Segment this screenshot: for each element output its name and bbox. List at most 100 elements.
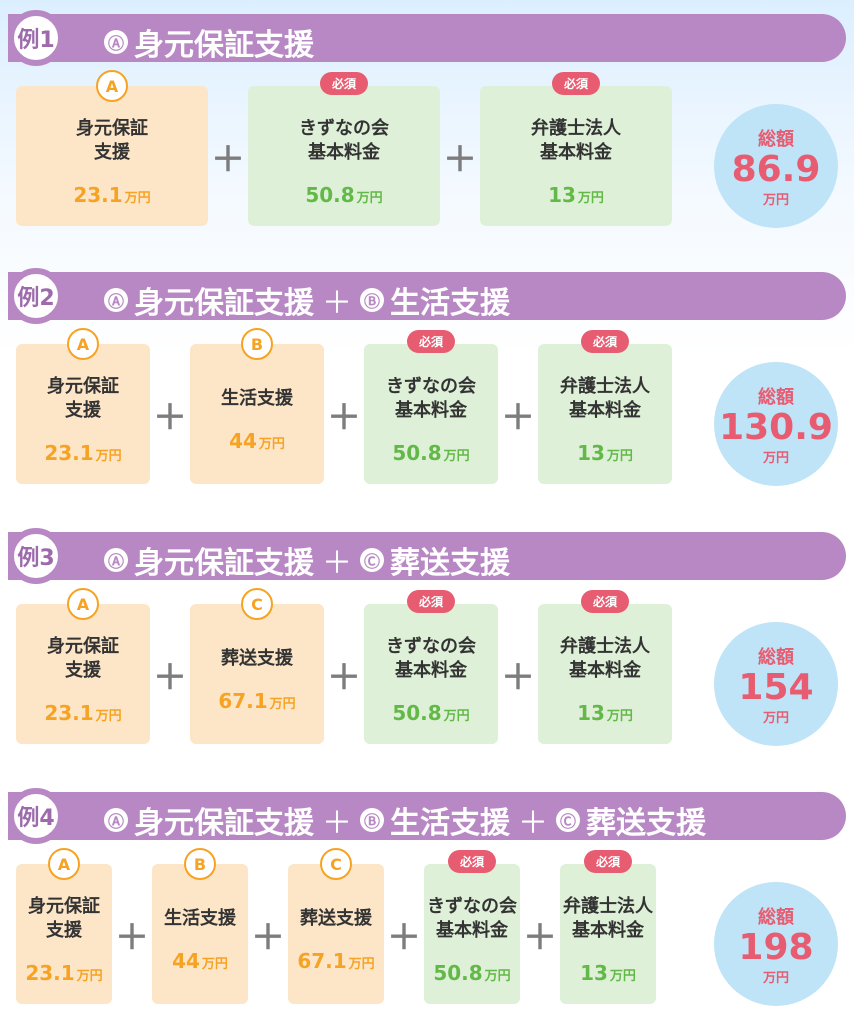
title-letter-icon: Ⓑ — [360, 808, 384, 832]
example-badge: 例4 — [8, 788, 64, 844]
total-amount: 86.9 — [731, 148, 821, 190]
cost-row: A 身元保証 支援 23.1 万円＋ B 生活支援 44 万円＋ C 葬送支援 67.1 万円＋必須き… — [16, 848, 656, 1004]
title-plus: ＋ — [322, 286, 352, 321]
item-price-value: 50.8 — [433, 961, 483, 985]
option-letter-icon: B — [184, 848, 216, 880]
item-price-unit: 万円 — [443, 449, 470, 464]
item-price-unit: 万円 — [269, 697, 296, 712]
option-card: A 身元保証 支援 23.1 万円 — [16, 70, 208, 226]
title-text: 身元保証支援 — [134, 28, 314, 63]
item-price-value: 50.8 — [305, 183, 355, 207]
title-text: 身元保証支援 — [134, 286, 314, 321]
plus-sign: ＋ — [153, 397, 187, 438]
plus-sign: ＋ — [501, 397, 535, 438]
required-fee-card: 必須 弁護士法人 基本料金 13 万円 — [538, 330, 672, 484]
item-price-value: 23.1 — [73, 183, 123, 207]
item-price: 67.1 万円 — [218, 689, 295, 713]
option-card: A 身元保証 支援 23.1 万円 — [16, 848, 112, 1004]
total-unit: 万円 — [762, 710, 789, 726]
item-price-unit: 万円 — [606, 709, 633, 724]
plus-sign: ＋ — [523, 917, 557, 958]
title-text: 葬送支援 — [390, 546, 510, 581]
item-price-unit: 万円 — [577, 191, 604, 206]
title-text: 身元保証支援 — [134, 546, 314, 581]
title-plus: ＋ — [518, 806, 548, 841]
item-price: 23.1 万円 — [44, 701, 121, 725]
title-letter-icon: Ⓐ — [104, 30, 128, 54]
item-name: 弁護士法人 基本料金 — [560, 376, 650, 421]
item-price-value: 44 — [229, 429, 257, 453]
example-badge: 例3 — [8, 528, 64, 584]
item-name: 身元保証 支援 — [47, 376, 119, 421]
item-price: 23.1 万円 — [44, 441, 121, 465]
option-letter-icon: C — [241, 588, 273, 620]
plus-sign: ＋ — [501, 657, 535, 698]
plus-sign: ＋ — [387, 917, 421, 958]
item-price-value: 44 — [172, 949, 200, 973]
total-unit: 万円 — [762, 192, 789, 208]
total-label: 総額 — [758, 646, 794, 668]
item-name: 生活支援 — [221, 388, 293, 409]
item-name: 生活支援 — [164, 908, 236, 929]
title-text: 生活支援 — [390, 806, 510, 841]
item-price-unit: 万円 — [201, 957, 228, 972]
item-price-unit: 万円 — [606, 449, 633, 464]
option-card: A 身元保証 支援 23.1 万円 — [16, 328, 150, 484]
total-amount: 154 — [738, 666, 814, 708]
item-price: 44 万円 — [172, 949, 228, 973]
item-price-value: 23.1 — [44, 701, 94, 725]
total-circle: 総額 86.9 万円 — [714, 104, 838, 228]
total-amount: 198 — [738, 926, 814, 968]
required-fee-card: 必須きずなの会 基本料金 50.8 万円 — [248, 72, 440, 226]
item-price-value: 13 — [577, 441, 605, 465]
option-card: A 身元保証 支援 23.1 万円 — [16, 588, 150, 744]
item-name: 弁護士法人 基本料金 — [531, 118, 621, 163]
title-text: 身元保証支援 — [134, 806, 314, 841]
item-name: 身元保証 支援 — [47, 636, 119, 681]
required-fee-card: 必須弁護士法人 基本料金 13 万円 — [480, 72, 672, 226]
title-letter-icon: Ⓐ — [104, 808, 128, 832]
title-letter-icon: Ⓐ — [104, 288, 128, 312]
item-name: 身元保証 支援 — [76, 118, 148, 163]
item-name: 葬送支援 — [300, 908, 372, 929]
required-fee-card: 必須 弁護士法人 基本料金 13 万円 — [538, 590, 672, 744]
item-price-unit: 万円 — [356, 191, 383, 206]
total-circle: 総額 154 万円 — [714, 622, 838, 746]
title-plus: ＋ — [322, 806, 352, 841]
item-price: 50.8 万円 — [305, 183, 382, 207]
option-letter-icon: A — [67, 588, 99, 620]
total-unit: 万円 — [762, 970, 789, 986]
item-price: 13 万円 — [577, 701, 633, 725]
item-name: 葬送支援 — [221, 648, 293, 669]
item-price-unit: 万円 — [258, 437, 285, 452]
option-letter-icon: A — [67, 328, 99, 360]
item-name: 弁護士法人 基本料金 — [563, 896, 653, 941]
required-fee-card: 必須 弁護士法人 基本料金 13 万円 — [560, 850, 656, 1004]
item-name: きずなの会 基本料金 — [299, 118, 389, 163]
option-card: B 生活支援 44 万円 — [152, 848, 248, 1004]
item-price: 23.1 万円 — [25, 961, 102, 985]
item-price-unit: 万円 — [484, 969, 511, 984]
option-letter-icon: A — [96, 70, 128, 102]
item-price-unit: 万円 — [95, 709, 122, 724]
item-name: きずなの会 基本料金 — [427, 896, 517, 941]
plus-sign: ＋ — [251, 917, 285, 958]
example-title: Ⓐ 身元保証支援＋ Ⓒ 葬送支援 — [104, 538, 510, 582]
required-badge: 必須 — [580, 590, 630, 613]
item-price: 67.1 万円 — [297, 949, 374, 973]
cost-row: A 身元保証 支援 23.1 万円＋ B 生活支援 44 万円＋必須 きずなの会 基本料金 50.… — [16, 328, 672, 484]
title-letter-icon: Ⓐ — [104, 548, 128, 572]
title-text: 葬送支援 — [586, 806, 706, 841]
required-badge: 必須 — [406, 330, 456, 353]
required-badge: 必須 — [551, 72, 601, 95]
total-unit: 万円 — [762, 450, 789, 466]
item-price: 13 万円 — [580, 961, 636, 985]
required-badge: 必須 — [319, 72, 369, 95]
title-letter-icon: Ⓒ — [556, 808, 580, 832]
item-price: 50.8 万円 — [433, 961, 510, 985]
item-price-value: 13 — [548, 183, 576, 207]
option-card: C 葬送支援 67.1 万円 — [190, 588, 324, 744]
item-price-value: 50.8 — [392, 701, 442, 725]
option-card: C 葬送支援 67.1 万円 — [288, 848, 384, 1004]
item-price: 23.1 万円 — [73, 183, 150, 207]
